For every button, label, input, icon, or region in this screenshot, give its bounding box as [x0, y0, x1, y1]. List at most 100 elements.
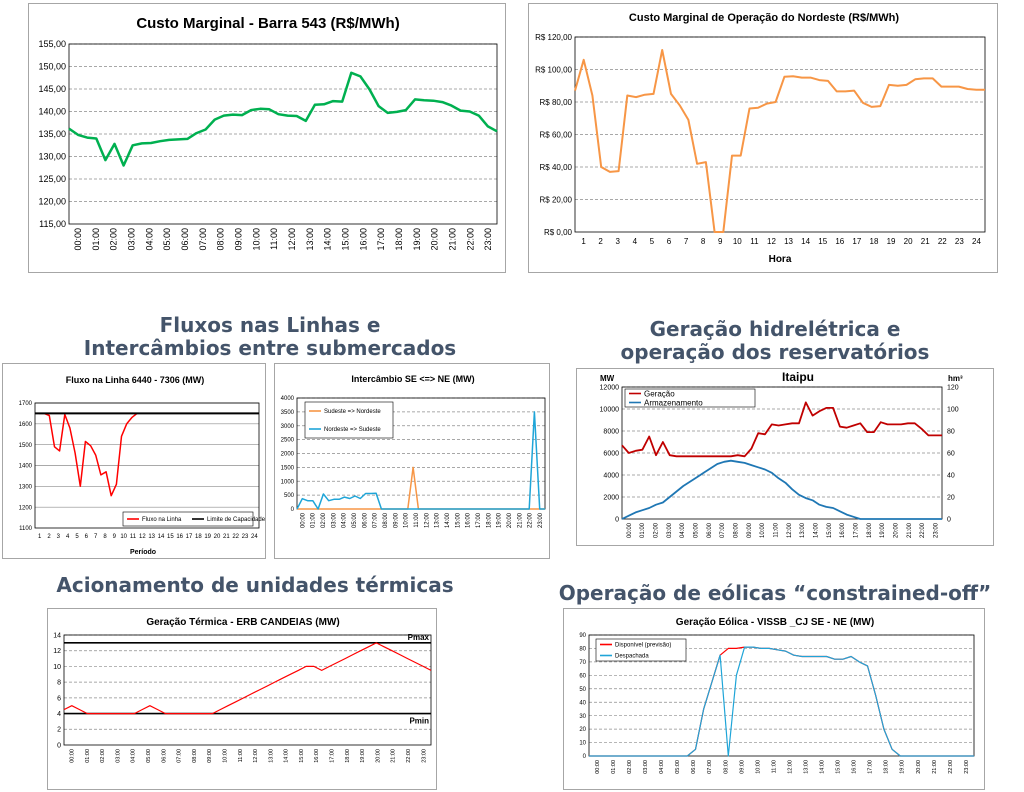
x-tick-label: 13 — [784, 237, 793, 246]
x-tick-label: 1 — [581, 237, 586, 246]
x-tick-label: 7 — [684, 237, 689, 246]
x-tick-label: 17:00 — [868, 760, 874, 774]
x-tick-label: 14 — [158, 534, 165, 540]
series-line-1 — [621, 401, 942, 458]
y-tick-label: 40 — [579, 700, 586, 706]
series-line-1 — [63, 642, 432, 715]
pmin-label: Pmin — [409, 717, 429, 726]
x-tick-label: 09:00 — [234, 228, 244, 251]
y-tick-label: 10 — [579, 741, 586, 747]
plot-area — [621, 386, 943, 520]
x-tick-label: 01:00 — [311, 512, 317, 528]
x-tick-label: 19:00 — [360, 749, 366, 763]
heading-fluxos-line2: Intercâmbios entre submercados — [83, 336, 457, 360]
y-tick-label: 135,00 — [38, 129, 66, 139]
y-tick-label: 145,00 — [38, 84, 66, 94]
x-tick-label: 18:00 — [394, 228, 404, 251]
y-tick-label: 0 — [583, 754, 587, 760]
y-tick-label: 3000 — [281, 424, 295, 430]
y-right-tick-label: 60 — [947, 450, 955, 457]
x-tick-label: 03:00 — [643, 760, 649, 774]
x-tick-label: 21 — [223, 534, 230, 540]
x-tick-label: 10:00 — [251, 228, 261, 251]
x-tick-label: 16:00 — [852, 760, 858, 774]
x-tick-label: 18 — [870, 237, 879, 246]
series-line-1 — [589, 646, 974, 757]
y-tick-label: 1000 — [281, 479, 295, 485]
x-tick-label: 7 — [94, 534, 98, 540]
x-tick-label: 08:00 — [216, 228, 226, 251]
chart-c5-svg: Itaipu 0 2000 4000 6000 8000 10000 12000 0 20 40 60… — [600, 370, 963, 538]
x-tick-label: 24 — [251, 534, 258, 540]
y-tick-label: 0 — [615, 516, 619, 523]
x-tick-label: 15 — [167, 534, 174, 540]
legend-box — [595, 638, 687, 662]
y-tick-label: 2000 — [603, 494, 619, 501]
x-tick-label: 21 — [921, 237, 930, 246]
x-tick-label: 06:00 — [180, 228, 190, 251]
legend-box — [624, 388, 756, 408]
x-tick-label: 00:00 — [300, 512, 306, 528]
x-tick-label: 16 — [835, 237, 844, 246]
x-tick-label: 22:00 — [528, 512, 534, 528]
x-tick-label: 08:00 — [723, 760, 729, 774]
x-tick-label: 19:00 — [412, 228, 422, 251]
x-tick-label: 23:00 — [483, 228, 493, 251]
y-right-tick-label: 0 — [947, 516, 951, 523]
x-tick-label: 3 — [57, 534, 61, 540]
x-tick-label: 10:00 — [755, 760, 761, 774]
x-tick-label: 17:00 — [376, 228, 386, 251]
y-tick-label: 2000 — [281, 452, 295, 458]
x-tick-label: 21:00 — [448, 228, 458, 251]
x-tick-label: 20:00 — [507, 512, 513, 528]
x-tick-label: 21:00 — [517, 512, 523, 528]
y-right-axis-label: hm³ — [948, 374, 963, 383]
chart-fluxo-linha: Fluxo na Linha 6440 - 7306 (MW) 1100 1200 1… — [2, 363, 266, 559]
y-tick-label: R$ 100,00 — [535, 65, 572, 74]
y-tick-label: 1600 — [19, 422, 33, 428]
x-tick-label: 17 — [186, 534, 193, 540]
y-tick-label: 20 — [579, 727, 586, 733]
heading-hidro-line1: Geração hidrelétrica e — [649, 317, 901, 341]
legend-label: Geração — [644, 389, 675, 398]
y-tick-label: 6 — [57, 695, 61, 702]
plot-area — [63, 634, 432, 746]
x-tick-label: 11:00 — [238, 749, 244, 762]
x-tick-label: 8 — [701, 237, 706, 246]
chart-c6-svg: Geração Térmica - ERB CANDEIAS (MW) 0 2 4 6 8… — [53, 617, 432, 763]
y-tick-label: 120,00 — [38, 197, 66, 207]
x-tick-label: 20 — [904, 237, 913, 246]
y-tick-label: 8000 — [603, 428, 619, 435]
chart-title: Custo Marginal - Barra 543 (R$/MWh) — [136, 15, 399, 32]
x-tick-label: 02:00 — [100, 749, 106, 763]
x-tick-label: 04:00 — [680, 522, 686, 538]
y-tick-label: 1400 — [19, 464, 33, 470]
x-tick-label: 09:00 — [739, 760, 745, 774]
x-tick-label: 23:00 — [964, 760, 970, 774]
x-tick-label: 03:00 — [667, 522, 673, 538]
x-tick-label: 08:00 — [733, 522, 739, 538]
x-tick-label: 03:00 — [127, 228, 137, 251]
y-tick-label: 155,00 — [38, 39, 66, 49]
chart-geracao-termica: Geração Térmica - ERB CANDEIAS (MW) 0 2 4 6 8… — [47, 608, 437, 790]
series-line-1 — [68, 71, 498, 167]
x-tick-label: 15 — [818, 237, 827, 246]
x-tick-label: 10 — [733, 237, 742, 246]
y-tick-label: 2500 — [281, 438, 295, 444]
x-tick-label: 16:00 — [840, 522, 846, 538]
x-tick-label: 18:00 — [345, 749, 351, 763]
x-tick-label: 11 — [750, 237, 759, 246]
heading-hidro: Geração hidrelétrica e operação dos rese… — [580, 318, 970, 364]
legend-label: Disponível (previsão) — [615, 643, 671, 649]
heading-fluxos-line1: Fluxos nas Linhas e — [159, 313, 381, 337]
chart-cmo-nordeste: Custo Marginal de Operação do Nordeste (… — [528, 3, 998, 273]
x-tick-label: 4 — [633, 237, 638, 246]
legend-label: Armazenamento — [644, 398, 703, 407]
chart-title: Itaipu — [782, 370, 814, 384]
y-axis-label: MW — [600, 374, 615, 383]
chart-intercambio: Intercâmbio SE <=> NE (MW) 0 500 1000 1500 20… — [274, 363, 550, 559]
y-tick-label: 90 — [579, 633, 586, 639]
y-tick-label: 70 — [579, 660, 586, 666]
x-tick-label: 13:00 — [305, 228, 315, 251]
chart-title: Intercâmbio SE <=> NE (MW) — [351, 374, 474, 384]
